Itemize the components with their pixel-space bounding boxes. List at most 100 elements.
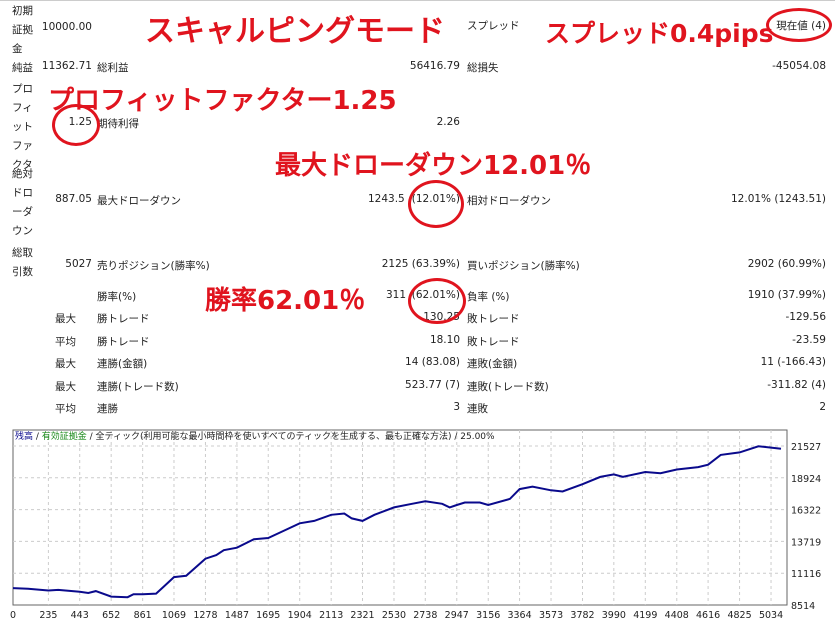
equity-chart: 残高 / 有効証拠金 / 全ティック(利用可能な最小時間枠を使いすべてのティック… — [0, 424, 835, 627]
net-profit-value: 11362.71 — [41, 60, 92, 72]
x-tick-label: 652 — [102, 610, 120, 621]
x-tick-label: 235 — [39, 610, 57, 621]
x-tick-label: 4825 — [727, 610, 751, 621]
row-label: 勝トレード — [97, 335, 150, 348]
long-positions-label: 買いポジション(勝率%) — [467, 260, 580, 272]
x-tick-label: 1069 — [162, 610, 186, 621]
highlight-circle — [766, 8, 832, 42]
x-tick-label: 3990 — [602, 610, 626, 621]
x-tick-label: 0 — [10, 610, 16, 621]
row-value: 11 (-166.43) — [760, 356, 826, 368]
row-prefix: 最大 — [55, 380, 76, 393]
row-value: 2 — [819, 401, 826, 413]
x-tick-label: 1904 — [288, 610, 312, 621]
annotation-mode: スキャルピングモード — [145, 14, 445, 49]
x-tick-label: 861 — [134, 610, 152, 621]
rel-drawdown-label: 相対ドローダウン — [467, 195, 551, 207]
max-drawdown-value: 1243.5 — [368, 193, 405, 205]
row-label: 連勝(トレード数) — [97, 380, 179, 393]
short-positions-label: 売りポジション(勝率%) — [97, 260, 210, 272]
y-tick-label: 11116 — [791, 569, 821, 580]
legend-balance: 残高 — [15, 432, 34, 442]
row-value: 14 (83.08) — [405, 356, 460, 368]
abs-drawdown-label: 絶対ドローダウン — [12, 168, 33, 237]
max-drawdown-label: 最大ドローダウン — [97, 195, 181, 207]
x-tick-label: 1278 — [193, 610, 217, 621]
row-value: -311.82 (4) — [767, 378, 826, 391]
gross-loss-label: 総損失 — [467, 62, 499, 74]
row-prefix: 最大 — [55, 358, 76, 370]
row-value: -129.56 — [785, 311, 826, 323]
row-label: 勝トレード — [97, 313, 150, 325]
annotation-spread: スプレッド0.4pips — [545, 19, 774, 48]
spread-label: スプレッド — [467, 20, 520, 32]
row-prefix: 平均 — [55, 335, 76, 348]
row-prefix: 最大 — [55, 313, 76, 325]
highlight-circle — [408, 180, 464, 228]
annotation-profit-factor: プロフィットファクター1.25 — [48, 86, 397, 116]
y-tick-label: 21527 — [791, 442, 821, 453]
chart-legend: 残高 / 有効証拠金 / 全ティック(利用可能な最小時間枠を使いすべてのティック… — [15, 429, 495, 442]
row-value: 18.10 — [429, 333, 460, 346]
plot-area — [12, 429, 788, 606]
x-tick-label: 3573 — [539, 610, 563, 621]
x-tick-label: 2947 — [445, 610, 469, 621]
x-tick-label: 4616 — [696, 610, 720, 621]
x-tick-label: 1487 — [225, 610, 249, 621]
row-label: 敗トレード — [467, 313, 520, 325]
highlight-circle — [408, 278, 466, 324]
x-tick-label: 2113 — [319, 610, 343, 621]
x-tick-label: 2738 — [413, 610, 437, 621]
x-tick-label: 2321 — [350, 610, 374, 621]
row-label: 連敗(金額) — [467, 358, 518, 370]
gross-profit-value: 56416.79 — [409, 60, 460, 72]
row-value: 3 — [453, 401, 460, 413]
x-tick-label: 443 — [71, 610, 89, 621]
row-label: 連勝(金額) — [97, 358, 148, 370]
annotation-drawdown: 最大ドローダウン12.01％ — [275, 151, 592, 181]
row-value: -23.59 — [792, 333, 826, 346]
net-profit-label: 純益 — [12, 62, 33, 74]
x-tick-label: 4199 — [633, 610, 657, 621]
short-positions-value: 2125 (63.39%) — [381, 258, 460, 270]
legend-separator: / — [33, 432, 42, 442]
legend-equity: 有効証拠金 — [41, 432, 87, 442]
gross-profit-label: 総利益 — [97, 62, 129, 74]
row-value: 523.77 (7) — [405, 378, 460, 391]
balance-line — [12, 445, 782, 599]
x-tick-label: 4408 — [665, 610, 689, 621]
rel-drawdown-value: 12.01% (1243.51) — [731, 193, 826, 205]
chart-svg: 0 235 443 652 861 1069 1278 1487 1695 1904 2113 232… — [10, 429, 821, 621]
annotation-win-rate: 勝率62.01％ — [205, 286, 366, 316]
expected-payoff-label: 期待利得 — [97, 118, 139, 130]
x-tick-label: 3782 — [570, 610, 594, 621]
win-rate-label: 勝率(%) — [97, 291, 137, 303]
legend-model: / 全ティック(利用可能な最小時間枠を使いすべてのティックを生成する、最も正確な… — [86, 432, 495, 442]
row-label: 連勝 — [97, 403, 118, 415]
x-tick-label: 5034 — [759, 610, 783, 621]
expected-payoff-value: 2.26 — [436, 116, 460, 128]
highlight-circle — [52, 104, 100, 146]
loss-rate-value: 1910 (37.99%) — [747, 289, 826, 301]
win-rate-value: 311 — [386, 289, 407, 301]
row-label: 連敗 — [467, 403, 488, 415]
x-tick-label: 3156 — [476, 610, 500, 621]
profit-factor-label: プロフィットファクタ — [12, 83, 33, 171]
y-tick-label: 13719 — [791, 537, 821, 548]
y-tick-label: 16322 — [791, 506, 821, 517]
total-trades-value: 5027 — [65, 258, 92, 270]
initial-deposit-label: 初期証拠金 — [12, 5, 33, 55]
x-tick-label: 1695 — [256, 610, 280, 621]
x-tick-label: 3364 — [507, 610, 531, 621]
gross-loss-value: -45054.08 — [772, 60, 826, 72]
y-tick-label: 8514 — [791, 601, 815, 612]
abs-drawdown-value: 887.05 — [55, 193, 92, 205]
loss-rate-label: 負率 (%) — [467, 291, 510, 303]
y-tick-label: 18924 — [791, 474, 821, 485]
top-border — [0, 0, 835, 1]
row-prefix: 平均 — [55, 403, 76, 415]
long-positions-value: 2902 (60.99%) — [747, 258, 826, 270]
initial-deposit-value: 10000.00 — [41, 21, 92, 33]
x-tick-label: 2530 — [382, 610, 406, 621]
total-trades-label: 総取引数 — [12, 247, 33, 278]
